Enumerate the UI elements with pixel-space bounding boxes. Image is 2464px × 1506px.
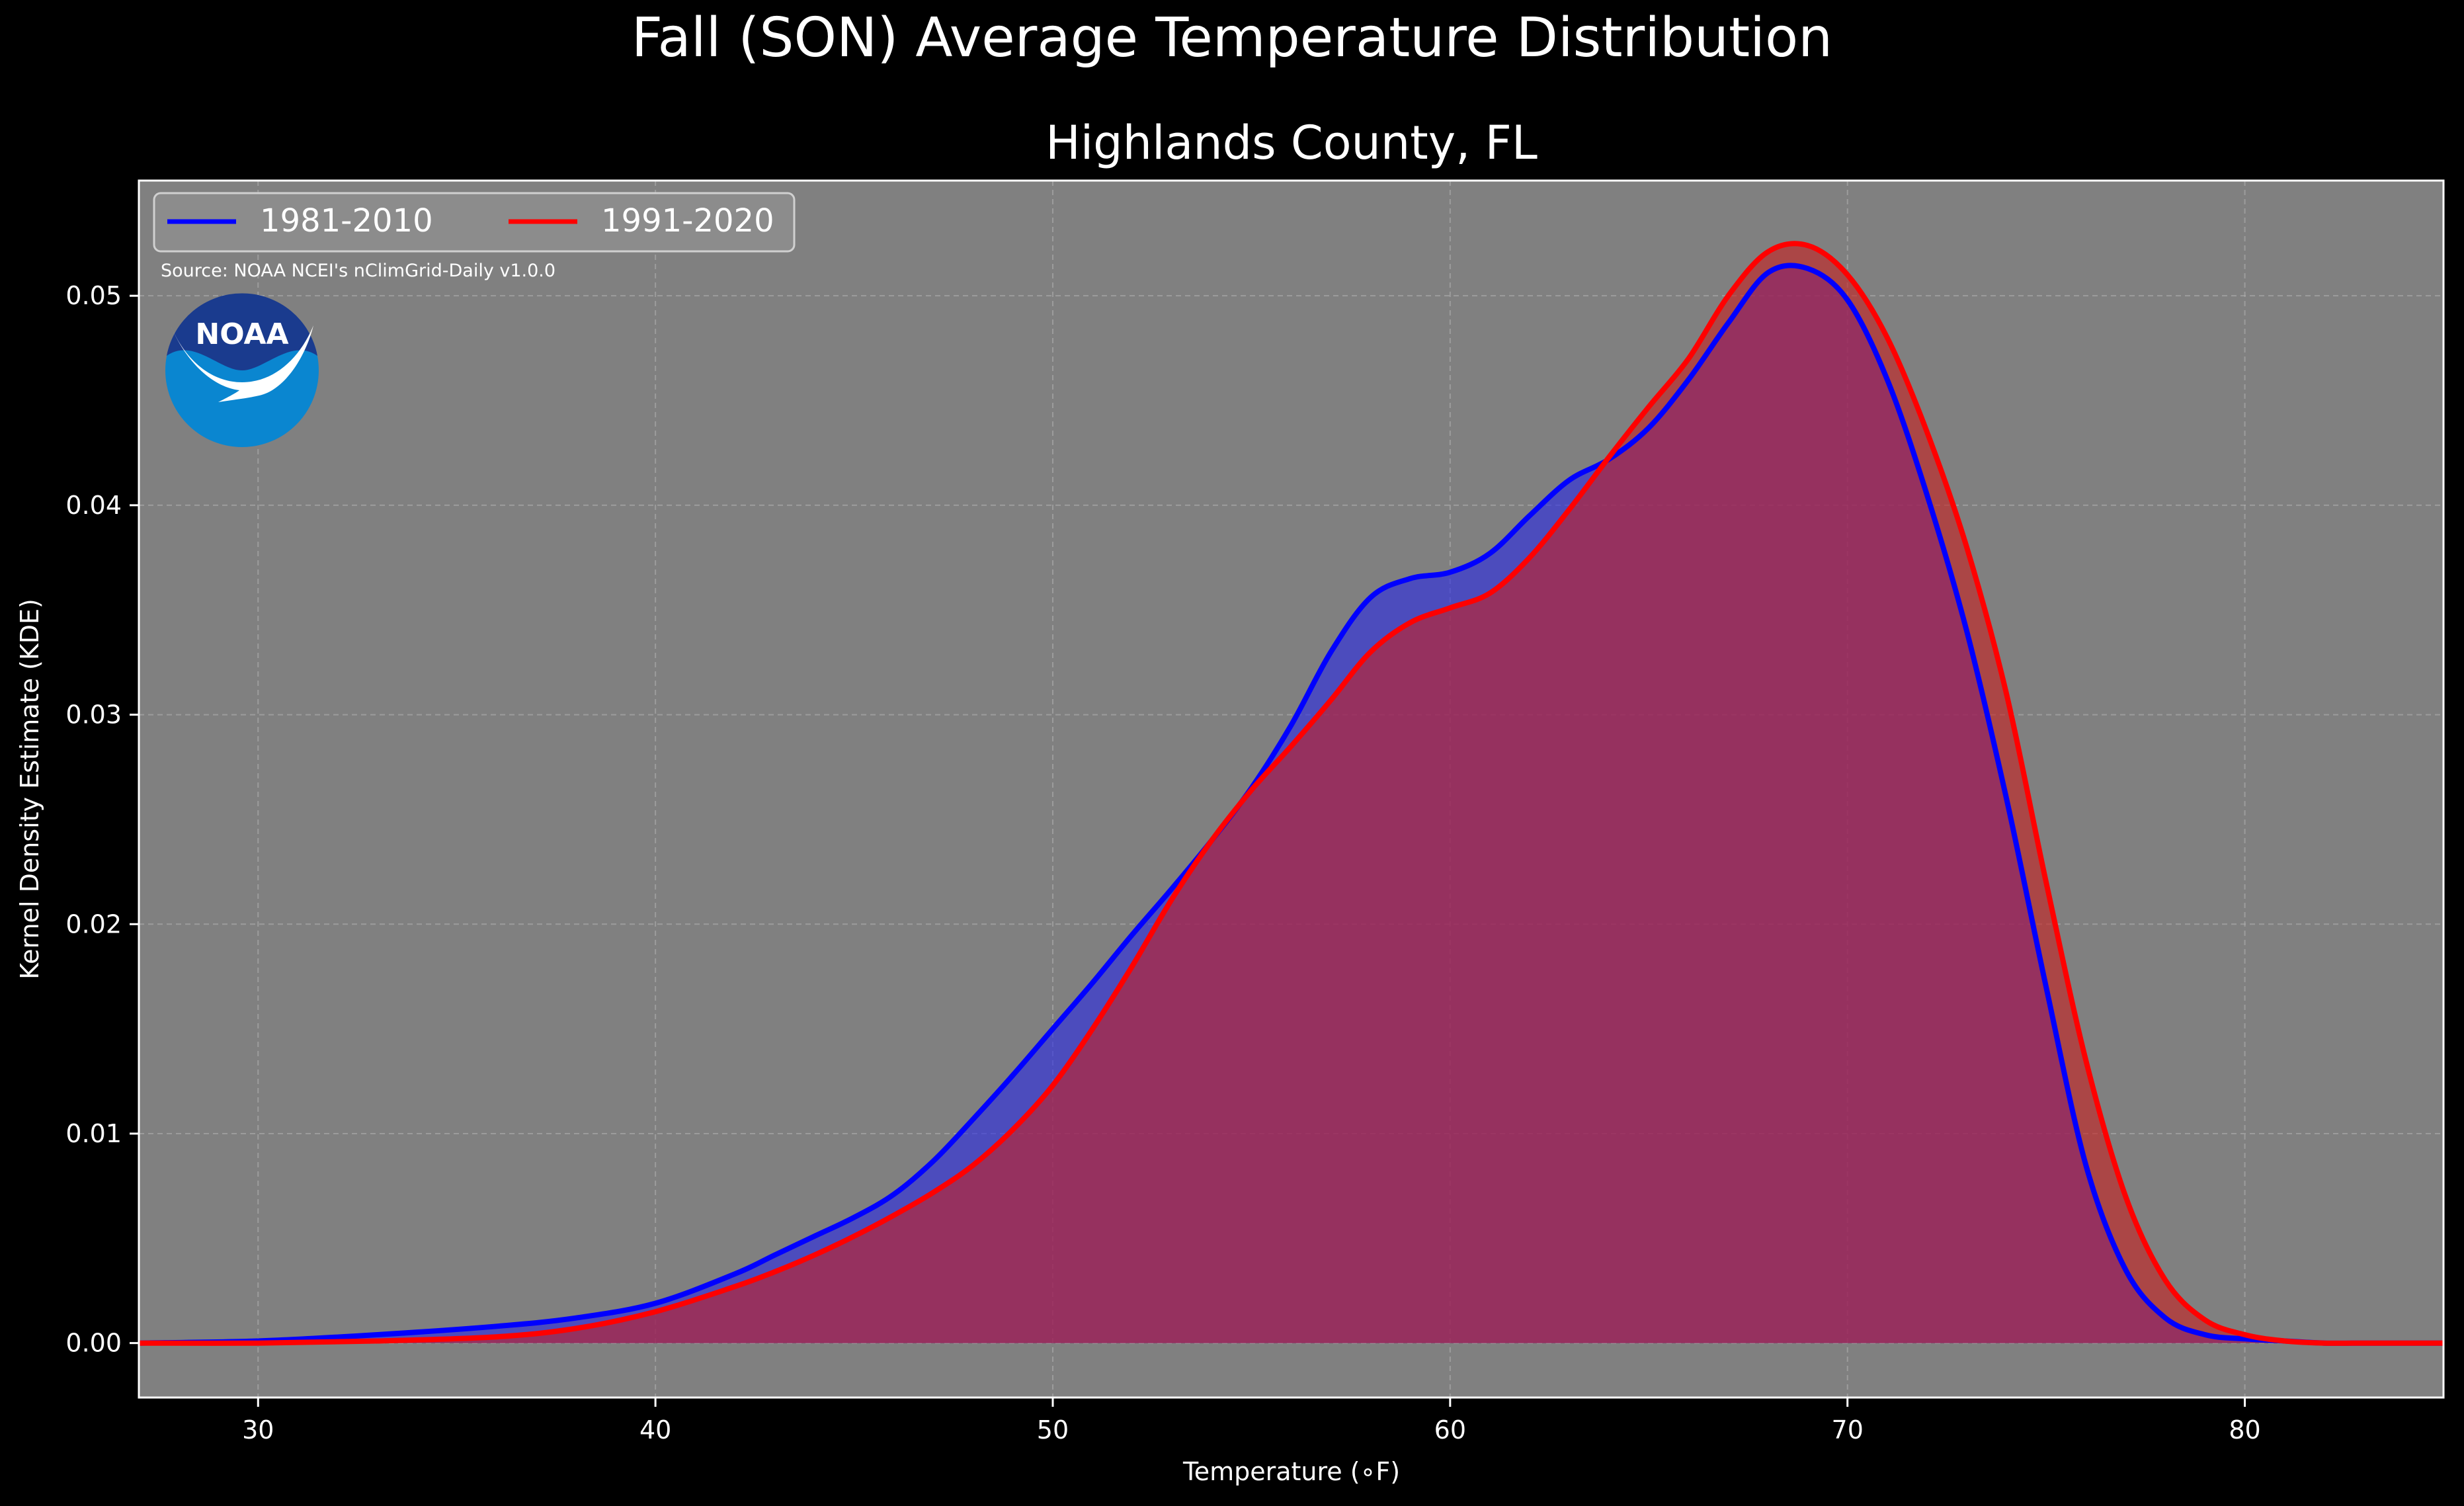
plot-frame <box>138 179 2445 1399</box>
y-tick-label: 0.05 <box>65 281 122 310</box>
y-tick-label: 0.02 <box>65 909 122 939</box>
x-tick-label: 60 <box>1434 1415 1466 1444</box>
noaa-logo-text: NOAA <box>195 317 288 351</box>
x-tick-label: 80 <box>2229 1415 2260 1444</box>
chart-subtitle: Highlands County, FL <box>1046 116 1538 170</box>
fills <box>139 243 2443 1343</box>
legend: 1981-2010 1991-2020 <box>153 192 796 253</box>
noaa-logo: NOAA <box>165 293 319 447</box>
legend-label-1981-2010: 1981-2010 <box>260 202 433 239</box>
y-axis-label: Kernel Density Estimate (KDE) <box>15 599 44 980</box>
axis-ticks: 30 40 50 60 70 80 0.00 0.01 0.02 0.03 0.04 0.05 <box>65 281 2260 1444</box>
plot-area <box>138 179 2445 1399</box>
x-tick-label: 40 <box>639 1415 671 1444</box>
series-lines <box>138 241 2443 1346</box>
series-line-1981-2010 <box>138 263 2443 1346</box>
legend-box <box>153 192 796 253</box>
x-axis-label: Temperature (∘F) <box>1182 1457 1400 1486</box>
x-tick-label: 30 <box>242 1415 274 1444</box>
noaa-logo-upper <box>167 293 317 370</box>
y-tick-label: 0.03 <box>65 700 122 730</box>
x-tick-label: 50 <box>1037 1415 1069 1444</box>
y-tick-label: 0.00 <box>65 1329 122 1358</box>
noaa-logo-bird <box>171 325 313 402</box>
y-tick-label: 0.01 <box>65 1119 122 1148</box>
y-tick-label: 0.04 <box>65 491 122 520</box>
legend-label-1991-2020: 1991-2020 <box>601 202 774 239</box>
x-tick-label: 70 <box>1832 1415 1864 1444</box>
chart-title: Fall (SON) Average Temperature Distribut… <box>632 7 1832 69</box>
series-line-1991-2020 <box>138 241 2443 1346</box>
source-note: Source: NOAA NCEI's nClimGrid-Daily v1.0… <box>161 261 555 281</box>
series-fill-1991-2020 <box>139 243 2443 1343</box>
